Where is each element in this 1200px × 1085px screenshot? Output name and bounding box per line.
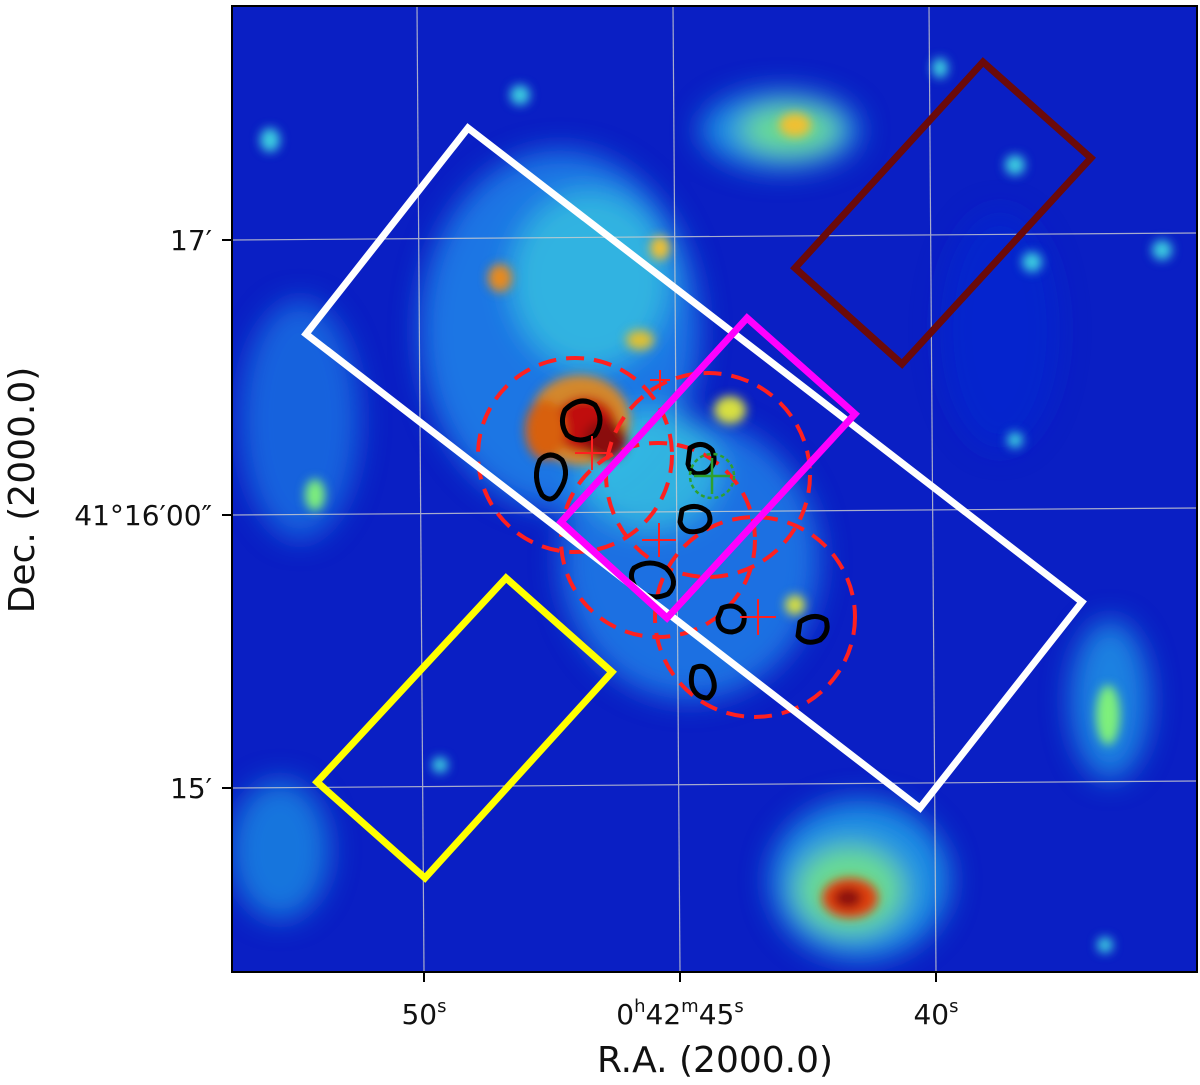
green-cross bbox=[694, 458, 730, 494]
green-marker bbox=[688, 452, 736, 500]
contour bbox=[795, 614, 830, 645]
x-tick-label-45s: 0h42m45s bbox=[616, 996, 743, 1031]
cross-marker bbox=[740, 599, 776, 635]
warm-region bbox=[626, 330, 654, 350]
grid-line bbox=[416, 5, 425, 973]
aperture-circle bbox=[476, 356, 674, 554]
heatmap-image bbox=[232, 6, 1197, 972]
point-source bbox=[1005, 155, 1025, 175]
warm-region bbox=[488, 264, 512, 292]
x-tick-label-50s: 50s bbox=[401, 996, 446, 1031]
point-source bbox=[510, 85, 530, 105]
point-source bbox=[1152, 240, 1172, 260]
y-tick-label-17: 17′ bbox=[170, 224, 212, 257]
point-source bbox=[305, 479, 325, 511]
warm-region bbox=[714, 396, 746, 424]
point-source bbox=[432, 757, 448, 773]
darkred-box bbox=[790, 57, 1096, 369]
hot-region bbox=[834, 888, 862, 908]
contours bbox=[534, 398, 830, 701]
point-source bbox=[1022, 252, 1042, 272]
y-axis-label: Dec. (2000.0) bbox=[2, 367, 43, 614]
plot-frame bbox=[231, 5, 1198, 973]
cross-marker bbox=[650, 370, 670, 390]
source-markers bbox=[575, 370, 776, 635]
contour bbox=[628, 560, 676, 600]
emission-cloud bbox=[940, 210, 1060, 450]
point-source bbox=[260, 128, 280, 152]
aperture-circle bbox=[653, 515, 857, 719]
green-circle bbox=[688, 452, 736, 500]
contour bbox=[688, 663, 717, 701]
y-tick-label-15: 15′ bbox=[170, 772, 212, 805]
cross-marker bbox=[642, 523, 676, 557]
x-axis-label: R.A. (2000.0) bbox=[597, 1040, 833, 1081]
x-ticks bbox=[423, 972, 937, 982]
compact-sources bbox=[260, 58, 1172, 953]
contour bbox=[677, 504, 713, 535]
emission-cloud bbox=[240, 300, 360, 540]
emission-cloud bbox=[510, 190, 670, 370]
x-tick-label-40s: 40s bbox=[913, 996, 958, 1031]
warm-region bbox=[779, 113, 811, 137]
warm-region bbox=[525, 400, 565, 460]
y-ticks bbox=[222, 239, 232, 789]
emission-cloud bbox=[232, 780, 330, 920]
point-source bbox=[932, 58, 948, 78]
grid-line bbox=[231, 507, 1198, 516]
point-source bbox=[1096, 685, 1120, 745]
grid-line bbox=[231, 232, 1198, 241]
yellow-box bbox=[312, 573, 617, 883]
magenta-box bbox=[556, 313, 860, 623]
cross-marker bbox=[575, 436, 609, 470]
contour bbox=[715, 603, 747, 635]
contour bbox=[534, 452, 568, 502]
region-boxes bbox=[301, 57, 1096, 883]
contour bbox=[559, 398, 603, 443]
warm-region bbox=[650, 236, 670, 260]
y-tick-label-16: 41°16′00″ bbox=[74, 499, 212, 532]
point-source bbox=[1097, 937, 1113, 953]
grid-line bbox=[231, 780, 1198, 789]
white-box bbox=[301, 123, 1087, 813]
point-source bbox=[1007, 432, 1023, 448]
grid-line bbox=[672, 5, 681, 973]
point-source bbox=[785, 595, 805, 615]
